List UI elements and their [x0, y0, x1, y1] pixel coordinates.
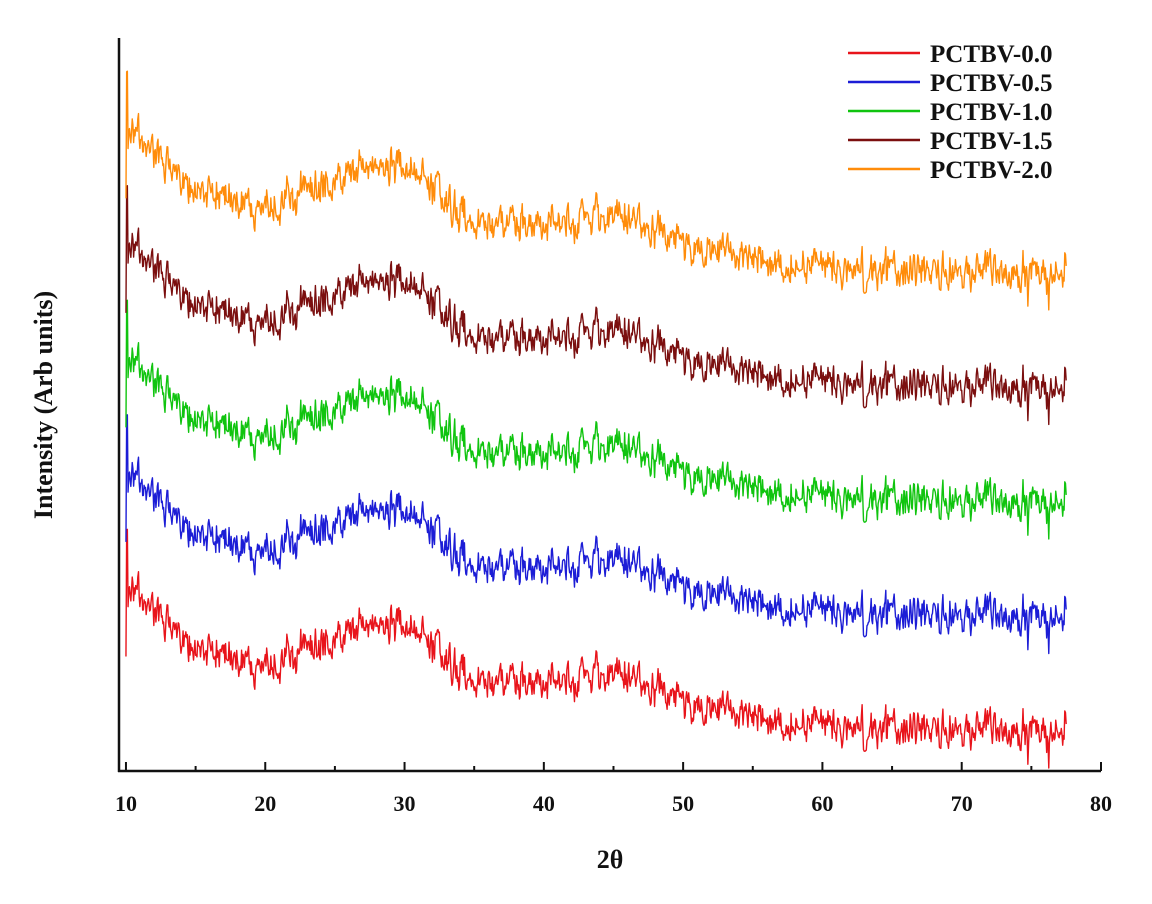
- series-line-pctbv-0-5: [125, 414, 1067, 655]
- series-line-pctbv-2-0: [125, 70, 1067, 311]
- legend-label: PCTBV-0.5: [930, 70, 1052, 97]
- x-axis-title: 2θ: [597, 845, 624, 874]
- series-line-pctbv-1-0: [125, 299, 1067, 540]
- legend-label: PCTBV-0.0: [930, 41, 1052, 68]
- x-tick-label: 70: [951, 791, 973, 816]
- y-axis-title: Intensity (Arb units): [29, 291, 58, 519]
- x-tick-label: 20: [254, 791, 276, 816]
- x-tick-label: 30: [394, 791, 416, 816]
- x-tick-label: 50: [672, 791, 694, 816]
- legend: PCTBV-0.0PCTBV-0.5PCTBV-1.0PCTBV-1.5PCTB…: [848, 41, 1052, 184]
- x-ticks: 10 20 30 40 50 60 70 80: [115, 762, 1112, 816]
- series-line-pctbv-0-0: [125, 528, 1067, 769]
- legend-label: PCTBV-1.0: [930, 99, 1052, 126]
- series-layer: [125, 70, 1067, 769]
- x-tick-label: 80: [1090, 791, 1112, 816]
- legend-label: PCTBV-1.5: [930, 128, 1052, 155]
- x-tick-label: 40: [533, 791, 555, 816]
- x-tick-label: 60: [811, 791, 833, 816]
- series-line-pctbv-1-5: [125, 185, 1067, 426]
- legend-label: PCTBV-2.0: [930, 157, 1052, 184]
- x-tick-label: 10: [115, 791, 137, 816]
